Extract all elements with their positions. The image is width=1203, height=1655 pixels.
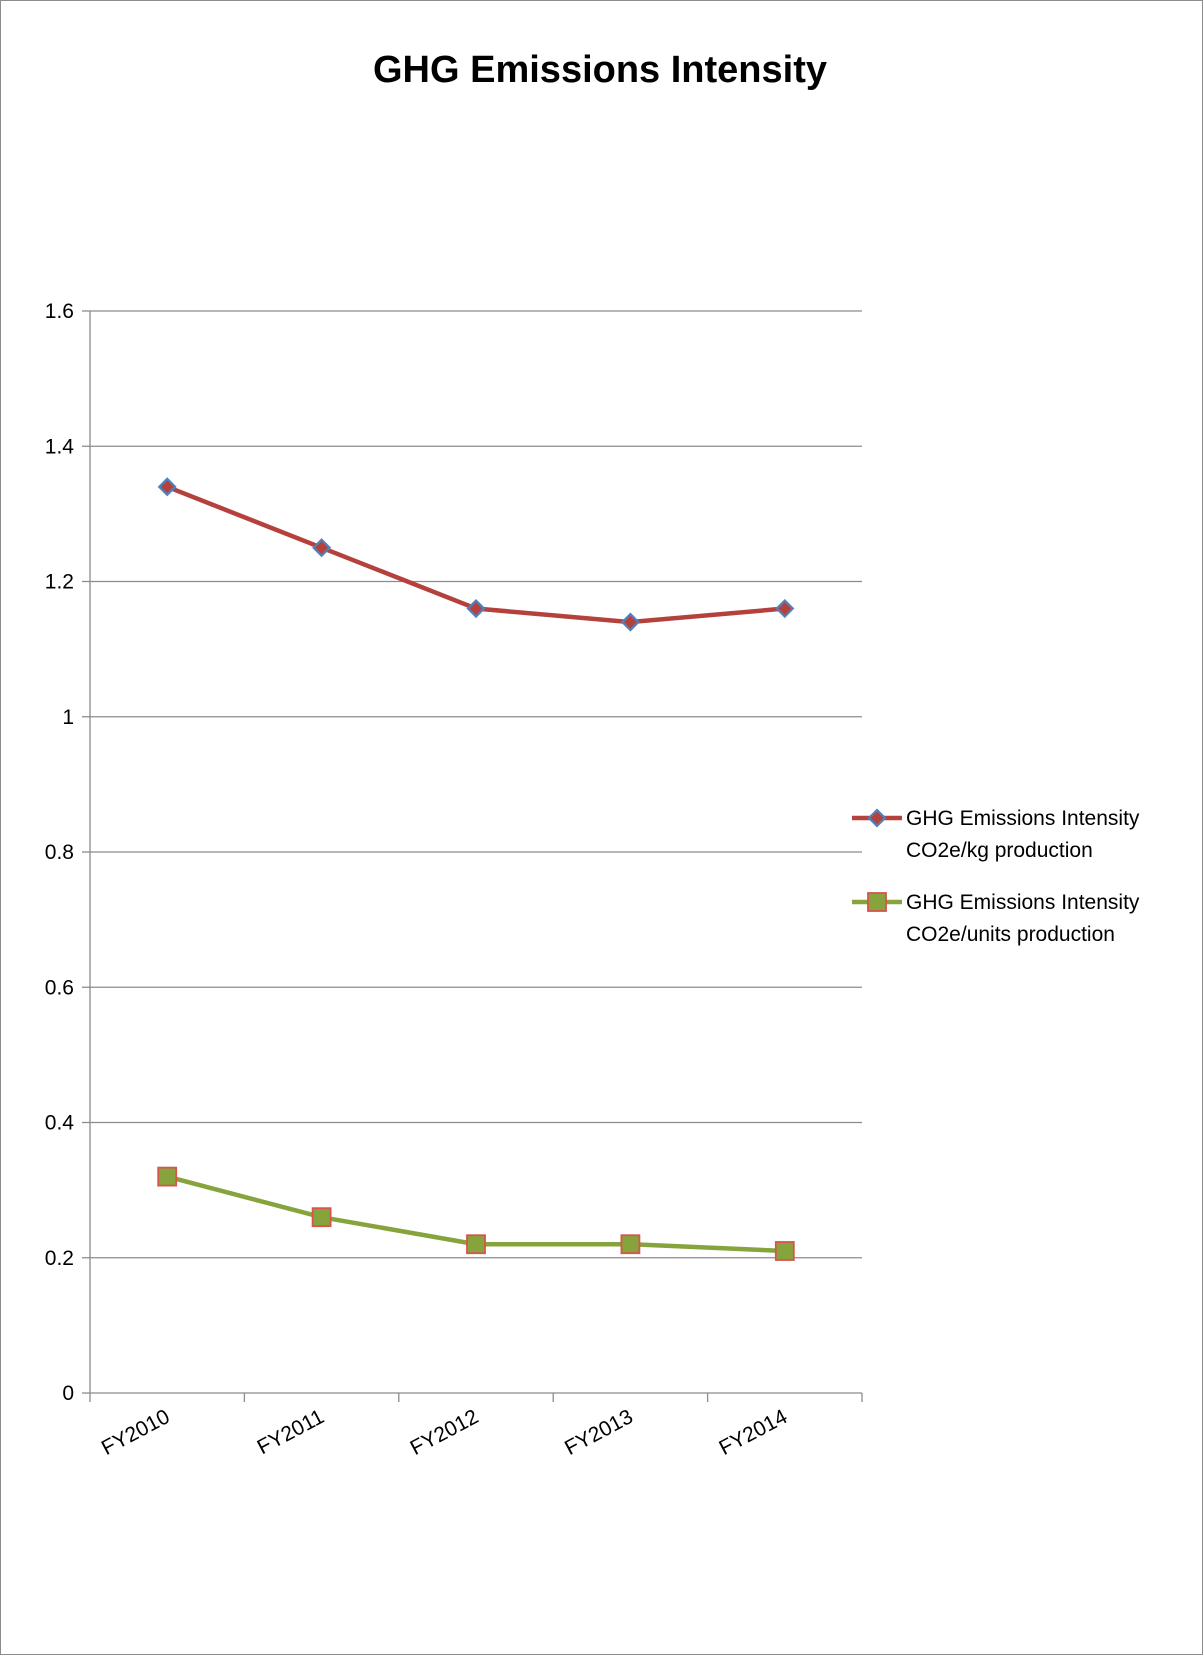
square-marker xyxy=(466,1234,486,1255)
series-1 xyxy=(157,477,795,632)
square-marker xyxy=(867,892,887,912)
x-tick-label: FY2013 xyxy=(561,1405,637,1460)
chart-title: GHG Emissions Intensity xyxy=(373,49,827,91)
y-tick-label: 0.8 xyxy=(45,841,74,864)
x-tick-label: FY2014 xyxy=(715,1405,791,1460)
diamond-marker xyxy=(620,612,640,632)
x-tick-label: FY2011 xyxy=(254,1405,328,1459)
legend-label: CO2e/units production xyxy=(906,923,1115,946)
axes: 0 0.2 0.4 0.6 0.8 1 1.2 1.4 1.6 FY2010 FY2011 FY201… xyxy=(45,300,863,1460)
square-marker xyxy=(774,1241,795,1261)
y-tick-label: 0.4 xyxy=(45,1112,75,1135)
gridlines xyxy=(90,310,862,1259)
diamond-marker xyxy=(312,538,332,558)
y-tick-label: 1.4 xyxy=(45,435,75,458)
y-tick-label: 1 xyxy=(62,706,74,729)
diamond-marker xyxy=(775,598,795,619)
square-marker xyxy=(620,1234,641,1255)
diamond-marker xyxy=(157,477,177,497)
y-tick-label: 1.2 xyxy=(45,571,74,594)
series-2 xyxy=(157,1166,795,1261)
square-marker xyxy=(157,1166,178,1187)
diamond-marker xyxy=(466,598,486,619)
y-tick-label: 0.6 xyxy=(45,976,74,999)
legend-label: CO2e/kg production xyxy=(906,839,1093,862)
y-tick-label: 1.6 xyxy=(45,300,74,323)
legend-label: GHG Emissions Intensity xyxy=(906,891,1140,914)
legend-entry-1: GHG Emissions Intensity CO2e/kg productio… xyxy=(852,807,1140,862)
y-tick-label: 0 xyxy=(62,1382,74,1405)
legend-label: GHG Emissions Intensity xyxy=(906,807,1140,830)
series-layer xyxy=(157,477,795,1261)
diamond-marker xyxy=(867,808,887,828)
x-tick-label: FY2012 xyxy=(407,1405,483,1460)
square-marker xyxy=(311,1207,332,1228)
x-tick-label: FY2010 xyxy=(98,1405,174,1460)
legend-entry-2: GHG Emissions Intensity CO2e/units produc… xyxy=(852,891,1140,946)
y-tick-label: 0.2 xyxy=(45,1247,74,1270)
legend: GHG Emissions Intensity CO2e/kg productio… xyxy=(852,807,1140,946)
